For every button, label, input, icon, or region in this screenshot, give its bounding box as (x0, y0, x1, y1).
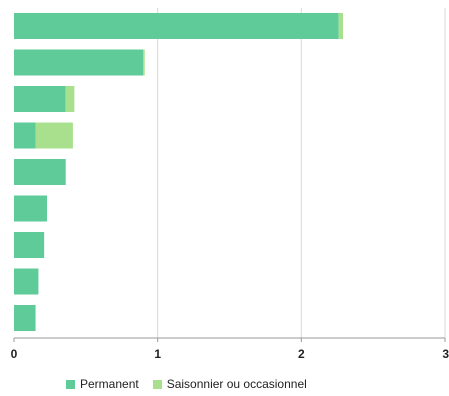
bar-permanent-8 (14, 268, 39, 295)
bar-saisonnier-3 (65, 86, 75, 112)
bar-permanent-2 (14, 49, 144, 76)
legend-swatch-saisonnier (152, 379, 162, 389)
legend-label-saisonnier: Saisonnier ou occasionnel (166, 377, 307, 391)
x-tick-label-1: 1 (154, 347, 161, 361)
x-tick-label-2: 2 (298, 347, 305, 361)
legend-label-permanent: Permanent (80, 377, 139, 391)
bar-saisonnier-1 (338, 13, 343, 39)
bar-permanent-3 (14, 86, 66, 112)
x-tick-label-0: 0 (11, 347, 18, 361)
legend-item-saisonnier: Saisonnier ou occasionnel (152, 377, 307, 391)
legend-swatch-permanent (66, 379, 75, 389)
bar-permanent-5 (14, 159, 66, 185)
bar-saisonnier-4 (35, 122, 73, 149)
bar-saisonnier-2 (143, 49, 145, 76)
bar-permanent-9 (14, 305, 36, 331)
bar-permanent-6 (14, 195, 48, 222)
x-tick-label-3: 3 (442, 347, 449, 361)
bar-permanent-4 (14, 122, 36, 149)
legend: Permanent Saisonnier ou occasionnel (66, 377, 321, 391)
bar-permanent-1 (14, 13, 339, 39)
bar-permanent-7 (14, 232, 45, 258)
legend-item-permanent: Permanent (66, 377, 139, 391)
